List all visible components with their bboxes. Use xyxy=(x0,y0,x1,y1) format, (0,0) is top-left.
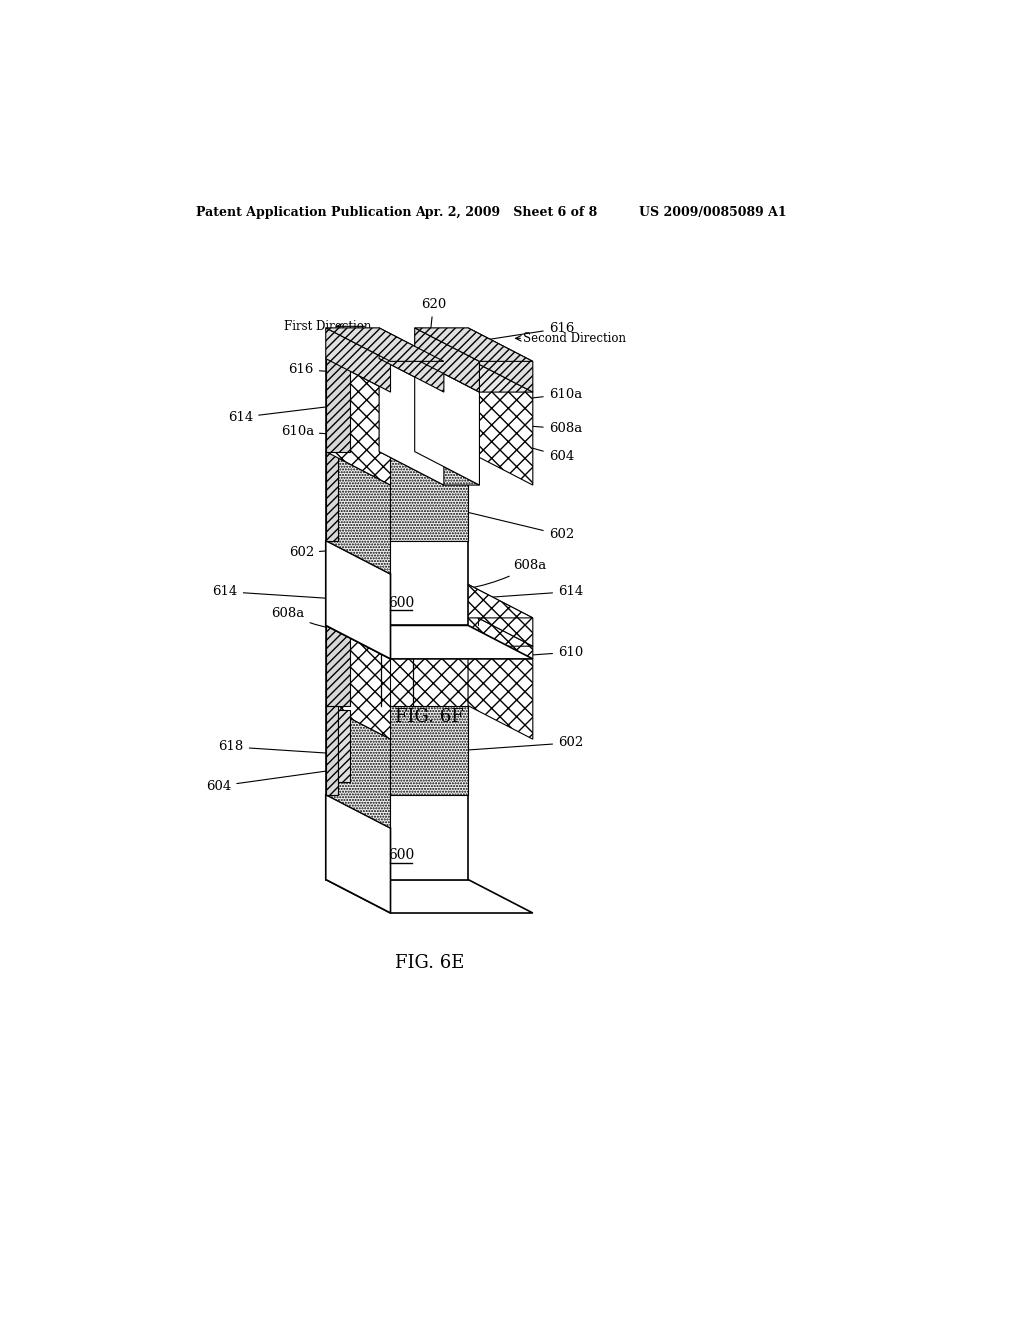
Polygon shape xyxy=(415,327,468,359)
Text: 600: 600 xyxy=(388,849,414,862)
Text: 608a: 608a xyxy=(467,421,582,436)
Polygon shape xyxy=(326,626,532,659)
Polygon shape xyxy=(379,359,415,451)
Text: FIG. 6F: FIG. 6F xyxy=(395,708,464,726)
Polygon shape xyxy=(326,451,338,540)
Polygon shape xyxy=(326,612,390,739)
Text: First Direction: First Direction xyxy=(284,319,372,333)
Text: 604: 604 xyxy=(206,771,329,792)
Polygon shape xyxy=(326,612,350,706)
Text: 610a: 610a xyxy=(467,388,582,405)
Polygon shape xyxy=(468,359,532,484)
Polygon shape xyxy=(326,540,390,659)
Polygon shape xyxy=(379,327,443,392)
Polygon shape xyxy=(415,327,532,362)
Text: 604: 604 xyxy=(467,430,574,463)
Polygon shape xyxy=(326,585,390,647)
Text: 608a: 608a xyxy=(424,560,547,591)
Polygon shape xyxy=(326,612,532,647)
Polygon shape xyxy=(326,706,338,795)
Text: 602: 602 xyxy=(467,512,574,541)
Text: 610: 610 xyxy=(468,645,584,660)
Text: Second Direction: Second Direction xyxy=(523,331,626,345)
Polygon shape xyxy=(415,359,479,484)
Polygon shape xyxy=(338,710,350,783)
Polygon shape xyxy=(326,451,390,574)
Text: 602: 602 xyxy=(289,545,396,560)
Polygon shape xyxy=(415,359,468,451)
Polygon shape xyxy=(468,612,532,739)
Polygon shape xyxy=(326,795,468,879)
Text: US 2009/0085089 A1: US 2009/0085089 A1 xyxy=(639,206,786,219)
Polygon shape xyxy=(468,585,532,647)
Polygon shape xyxy=(326,706,390,828)
Text: 614: 614 xyxy=(213,585,335,599)
Polygon shape xyxy=(350,612,468,706)
Polygon shape xyxy=(326,359,350,451)
Text: 608a: 608a xyxy=(271,607,394,631)
Polygon shape xyxy=(326,359,390,484)
Text: 614: 614 xyxy=(228,405,335,424)
Polygon shape xyxy=(326,327,443,362)
Polygon shape xyxy=(326,359,379,451)
Text: 614: 614 xyxy=(468,585,584,599)
Polygon shape xyxy=(379,451,479,484)
Polygon shape xyxy=(326,327,379,359)
Text: 610a: 610a xyxy=(281,425,396,438)
Text: Apr. 2, 2009   Sheet 6 of 8: Apr. 2, 2009 Sheet 6 of 8 xyxy=(416,206,598,219)
Polygon shape xyxy=(326,585,532,618)
Polygon shape xyxy=(379,359,443,484)
Polygon shape xyxy=(415,327,479,392)
Polygon shape xyxy=(326,327,390,392)
Polygon shape xyxy=(415,359,532,392)
Text: 616: 616 xyxy=(467,322,574,343)
Polygon shape xyxy=(326,585,468,612)
Text: 620: 620 xyxy=(421,298,446,338)
Text: 600: 600 xyxy=(388,595,414,610)
Polygon shape xyxy=(326,451,468,540)
Text: FIG. 6E: FIG. 6E xyxy=(395,954,464,972)
Polygon shape xyxy=(326,585,350,612)
Polygon shape xyxy=(468,327,532,392)
Polygon shape xyxy=(326,795,390,913)
Text: 616: 616 xyxy=(289,363,396,376)
Polygon shape xyxy=(326,540,468,626)
Text: 618: 618 xyxy=(218,741,341,754)
Text: 602: 602 xyxy=(468,737,584,750)
Polygon shape xyxy=(326,879,532,913)
Text: Patent Application Publication: Patent Application Publication xyxy=(196,206,412,219)
Polygon shape xyxy=(326,706,468,795)
